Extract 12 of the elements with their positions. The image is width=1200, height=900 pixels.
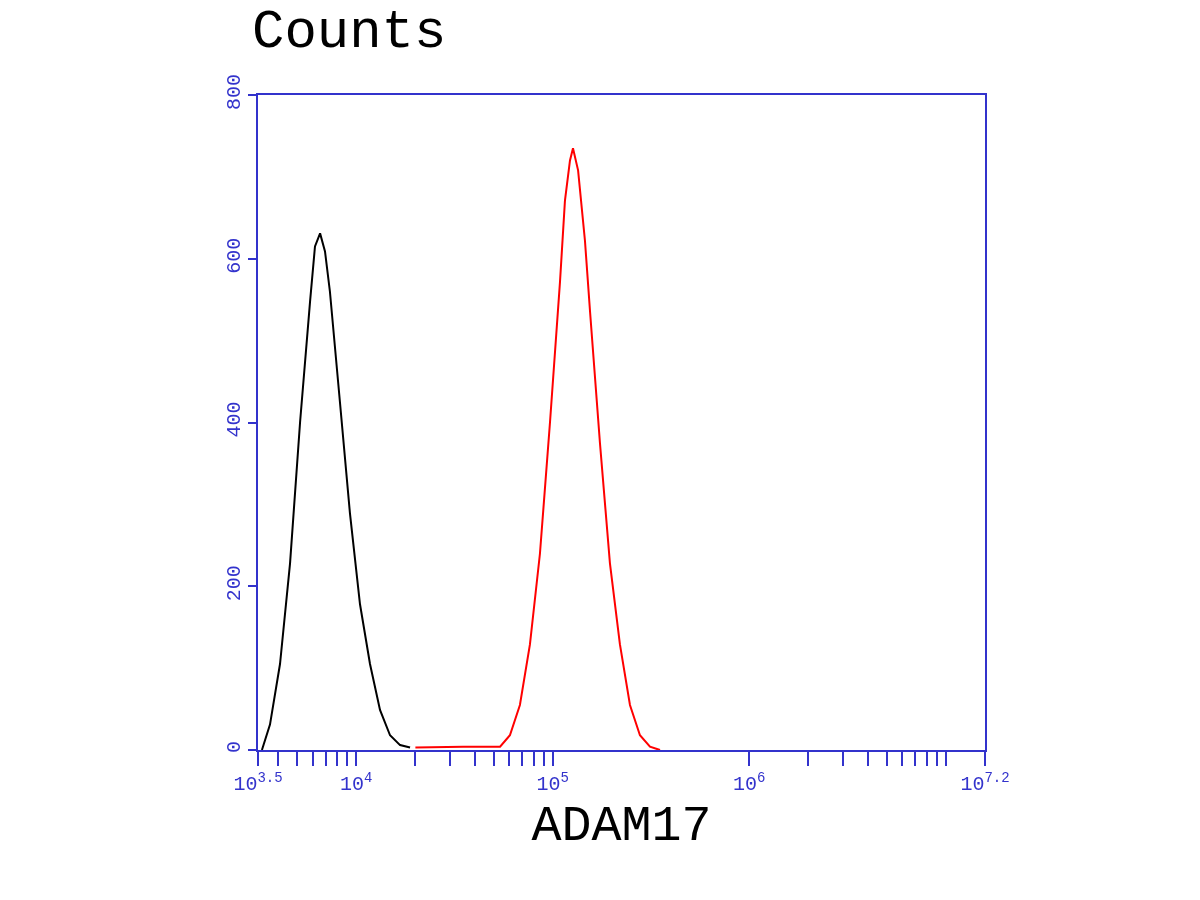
chart-title: Counts [252,1,447,63]
y-tick-label: 200 [223,565,246,602]
y-tick-label: 800 [223,73,246,111]
y-tick-label: 0 [223,740,246,754]
x-tick-label: 10$^{5}$ [536,769,569,796]
x-tick-label: 10$^{4}$ [340,769,373,796]
y-tick-label: 400 [223,401,246,438]
x-tick-label: 10$^{7.2}$ [960,769,1010,796]
x-tick-label: 10$^{6}$ [733,769,766,796]
y-tick-label: 600 [223,237,246,274]
x-axis-title: ADAM17 [531,798,712,855]
x-tick-label: 10$^{3.5}$ [233,769,283,796]
